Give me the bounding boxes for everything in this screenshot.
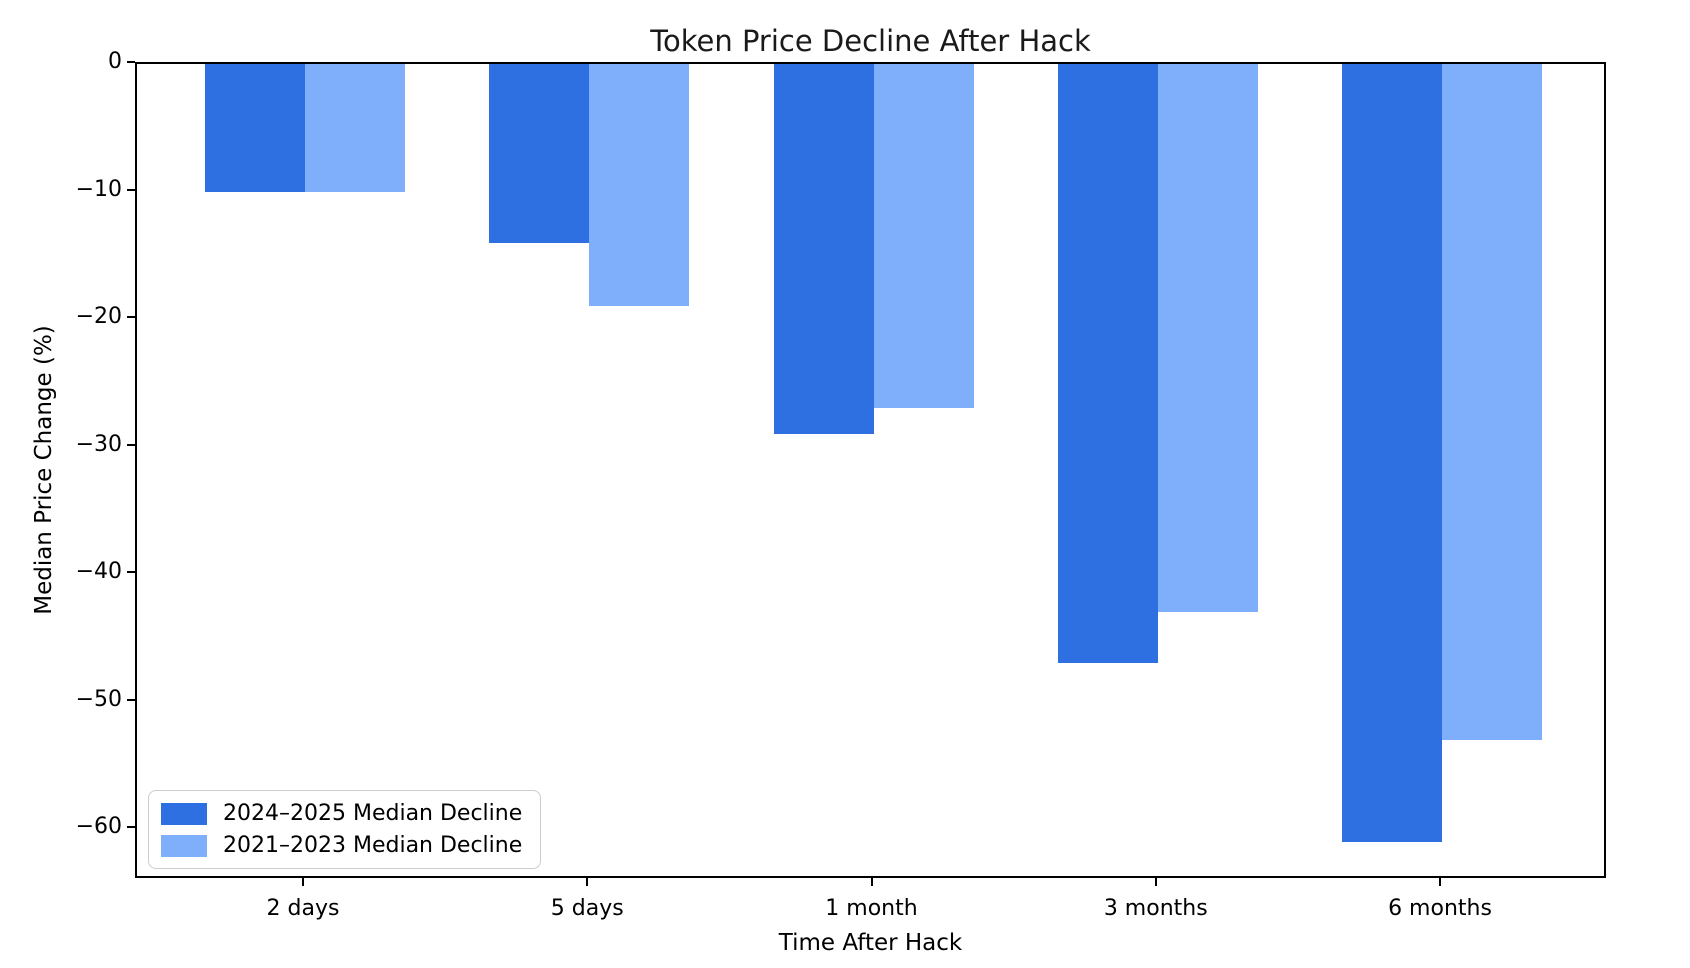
bar-series2-2-days	[305, 64, 405, 192]
legend-swatch-series2	[161, 834, 207, 857]
y-tick-label: −30	[75, 431, 122, 457]
bar-series1-3-months	[1057, 64, 1158, 664]
x-tick-label: 6 months	[1388, 896, 1492, 921]
legend-swatch-series1	[161, 802, 207, 825]
y-tick-mark	[127, 443, 135, 446]
x-tick-mark	[302, 878, 304, 886]
y-tick-label: −10	[75, 176, 122, 202]
y-tick-label: 0	[108, 49, 122, 74]
legend-label-series2: 2021–2023 Median Decline	[223, 833, 523, 858]
legend: 2024–2025 Median Decline 2021–2023 Median…	[148, 790, 542, 869]
x-axis-label: Time After Hack	[778, 930, 963, 956]
legend-row: 2024–2025 Median Decline	[161, 801, 522, 826]
bar-series2-6-months	[1442, 64, 1542, 740]
bar-series2-3-months	[1157, 64, 1258, 613]
y-tick-label: −50	[75, 686, 122, 712]
plot-area: 2024–2025 Median Decline 2021–2023 Median…	[135, 62, 1606, 878]
x-tick-mark	[870, 878, 873, 886]
bar-series1-5-days	[489, 64, 590, 243]
legend-row: 2021–2023 Median Decline	[161, 833, 522, 858]
y-tick-mark	[127, 698, 135, 701]
x-tick-label: 3 months	[1103, 896, 1208, 921]
bar-series1-2-days	[205, 64, 305, 192]
y-tick-mark	[127, 61, 135, 63]
y-tick-label: −40	[75, 559, 122, 584]
chart-title: Token Price Decline After Hack	[650, 24, 1091, 58]
y-tick-mark	[127, 188, 135, 191]
bar-series1-1-month	[773, 64, 874, 434]
y-tick-label: −60	[75, 814, 122, 839]
bar-series2-1-month	[873, 64, 974, 409]
x-tick-label: 2 days	[266, 896, 340, 921]
y-tick-mark	[127, 316, 135, 318]
x-tick-mark	[586, 878, 589, 886]
y-tick-label: −20	[75, 304, 122, 329]
x-tick-mark	[1154, 878, 1157, 886]
x-tick-label: 5 days	[550, 896, 624, 921]
x-tick-mark	[1439, 878, 1441, 886]
y-tick-mark	[127, 571, 135, 573]
x-tick-label: 1 month	[825, 896, 918, 921]
legend-label-series1: 2024–2025 Median Decline	[223, 801, 523, 826]
bar-series1-6-months	[1342, 64, 1442, 842]
bar-series2-5-days	[589, 64, 690, 307]
y-tick-mark	[127, 826, 135, 828]
